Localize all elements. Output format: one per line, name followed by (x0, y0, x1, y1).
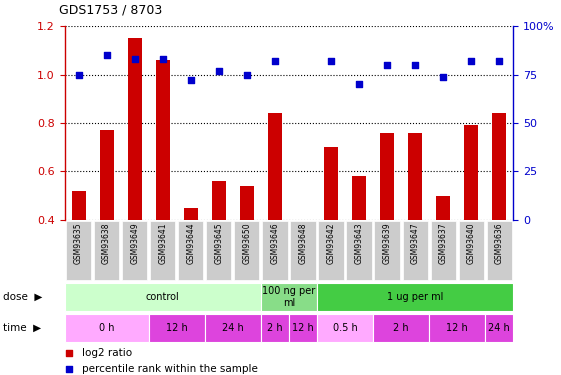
Bar (352, 176, 366, 220)
FancyBboxPatch shape (234, 221, 259, 280)
FancyBboxPatch shape (291, 221, 315, 280)
Text: GSM93646: GSM93646 (270, 223, 279, 264)
Bar (184, 208, 198, 220)
Point (130, 56, 139, 62)
Text: 100 ng per
ml: 100 ng per ml (263, 286, 315, 308)
Bar (436, 196, 450, 220)
Point (102, 52, 111, 58)
Text: 12 h: 12 h (292, 323, 314, 333)
Point (242, 72, 251, 78)
FancyBboxPatch shape (122, 221, 147, 280)
FancyBboxPatch shape (261, 283, 317, 311)
Point (355, 81, 364, 87)
Text: GSM93639: GSM93639 (383, 223, 392, 264)
Point (495, 58, 504, 64)
Text: GSM93641: GSM93641 (158, 223, 167, 264)
FancyBboxPatch shape (459, 221, 484, 280)
FancyBboxPatch shape (65, 314, 149, 342)
FancyBboxPatch shape (206, 221, 232, 280)
FancyBboxPatch shape (65, 283, 261, 311)
Point (439, 74, 448, 80)
Text: GSM93636: GSM93636 (495, 223, 504, 264)
Point (65, 366, 73, 372)
Text: GSM93647: GSM93647 (411, 223, 420, 264)
FancyBboxPatch shape (205, 314, 261, 342)
FancyBboxPatch shape (487, 221, 512, 280)
Text: GSM93638: GSM93638 (102, 223, 111, 264)
Bar (100, 130, 113, 220)
Text: time  ▶: time ▶ (3, 323, 41, 333)
Text: 24 h: 24 h (222, 323, 243, 333)
Bar (324, 147, 338, 220)
Point (65, 350, 73, 355)
Bar (268, 113, 282, 220)
Text: 2 h: 2 h (267, 323, 283, 333)
Point (411, 62, 420, 68)
FancyBboxPatch shape (319, 221, 343, 280)
FancyBboxPatch shape (289, 314, 317, 342)
FancyBboxPatch shape (403, 221, 428, 280)
Point (383, 62, 392, 68)
Text: GSM93649: GSM93649 (130, 223, 139, 264)
FancyBboxPatch shape (150, 221, 175, 280)
Text: GSM93650: GSM93650 (242, 223, 251, 264)
FancyBboxPatch shape (373, 314, 429, 342)
Bar (156, 60, 169, 220)
Text: GSM93648: GSM93648 (298, 223, 307, 264)
Bar (465, 125, 478, 220)
Point (158, 56, 167, 62)
Text: GSM93635: GSM93635 (74, 223, 83, 264)
FancyBboxPatch shape (317, 314, 373, 342)
Point (186, 77, 195, 83)
Bar (380, 133, 394, 220)
FancyBboxPatch shape (261, 314, 289, 342)
Text: 0 h: 0 h (99, 323, 114, 333)
Bar (72, 191, 85, 220)
Text: GSM93643: GSM93643 (355, 223, 364, 264)
Text: 1 ug per ml: 1 ug per ml (387, 292, 443, 302)
FancyBboxPatch shape (149, 314, 205, 342)
Text: GSM93644: GSM93644 (186, 223, 195, 264)
Bar (212, 181, 226, 220)
FancyBboxPatch shape (178, 221, 203, 280)
FancyBboxPatch shape (375, 221, 400, 280)
FancyBboxPatch shape (317, 283, 513, 311)
Text: GDS1753 / 8703: GDS1753 / 8703 (59, 4, 162, 17)
Bar (408, 133, 422, 220)
Text: GSM93645: GSM93645 (214, 223, 223, 264)
Text: log2 ratio: log2 ratio (82, 348, 132, 358)
FancyBboxPatch shape (66, 221, 91, 280)
Text: 24 h: 24 h (489, 323, 510, 333)
FancyBboxPatch shape (263, 221, 288, 280)
FancyBboxPatch shape (485, 314, 513, 342)
Point (467, 58, 476, 64)
Text: dose  ▶: dose ▶ (3, 292, 42, 302)
Bar (240, 186, 254, 220)
FancyBboxPatch shape (94, 221, 119, 280)
Text: GSM93640: GSM93640 (467, 223, 476, 264)
Text: 0.5 h: 0.5 h (333, 323, 357, 333)
Point (327, 58, 335, 64)
FancyBboxPatch shape (429, 314, 485, 342)
Text: GSM93637: GSM93637 (439, 223, 448, 264)
Text: GSM93642: GSM93642 (327, 223, 335, 264)
FancyBboxPatch shape (431, 221, 456, 280)
Text: control: control (146, 292, 180, 302)
Text: percentile rank within the sample: percentile rank within the sample (82, 364, 259, 374)
Bar (493, 113, 507, 220)
Text: 12 h: 12 h (166, 323, 187, 333)
Bar (128, 38, 141, 220)
Text: 12 h: 12 h (447, 323, 468, 333)
Point (270, 58, 279, 64)
FancyBboxPatch shape (347, 221, 372, 280)
Point (74, 72, 83, 78)
Text: 2 h: 2 h (393, 323, 409, 333)
Point (214, 68, 223, 74)
